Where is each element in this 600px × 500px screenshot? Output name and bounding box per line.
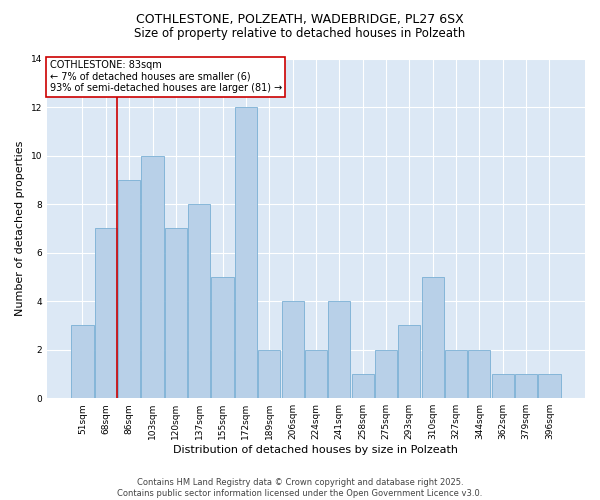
Bar xyxy=(165,228,187,398)
Text: Size of property relative to detached houses in Polzeath: Size of property relative to detached ho… xyxy=(134,28,466,40)
Text: COTHLESTONE, POLZEATH, WADEBRIDGE, PL27 6SX: COTHLESTONE, POLZEATH, WADEBRIDGE, PL27 … xyxy=(136,12,464,26)
Bar xyxy=(491,374,514,398)
Bar xyxy=(211,277,233,398)
Bar xyxy=(422,277,444,398)
Bar xyxy=(95,228,117,398)
Text: Contains HM Land Registry data © Crown copyright and database right 2025.
Contai: Contains HM Land Registry data © Crown c… xyxy=(118,478,482,498)
Bar xyxy=(258,350,280,398)
Bar xyxy=(142,156,164,398)
Text: COTHLESTONE: 83sqm
← 7% of detached houses are smaller (6)
93% of semi-detached : COTHLESTONE: 83sqm ← 7% of detached hous… xyxy=(50,60,282,94)
Bar xyxy=(118,180,140,398)
X-axis label: Distribution of detached houses by size in Polzeath: Distribution of detached houses by size … xyxy=(173,445,458,455)
Bar xyxy=(515,374,537,398)
Bar xyxy=(71,326,94,398)
Bar xyxy=(235,107,257,398)
Bar xyxy=(469,350,490,398)
Bar xyxy=(375,350,397,398)
Bar xyxy=(398,326,421,398)
Bar xyxy=(352,374,374,398)
Bar xyxy=(445,350,467,398)
Y-axis label: Number of detached properties: Number of detached properties xyxy=(15,140,25,316)
Bar xyxy=(328,301,350,398)
Bar xyxy=(538,374,560,398)
Bar xyxy=(305,350,327,398)
Bar xyxy=(188,204,211,398)
Bar xyxy=(281,301,304,398)
